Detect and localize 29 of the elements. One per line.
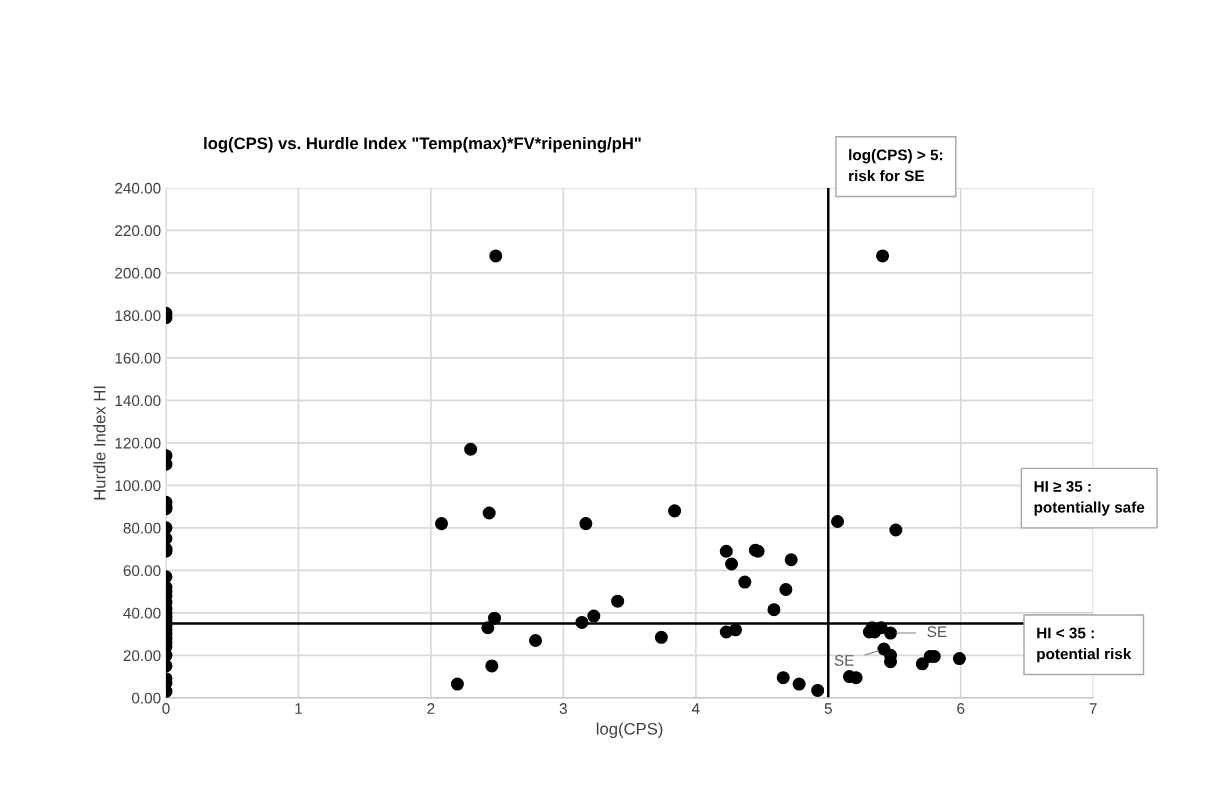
y-tick-label: 60.00 (123, 565, 161, 577)
y-axis-title: Hurdle Index HI (93, 386, 106, 500)
x-tick-label: 7 (1089, 703, 1097, 714)
y-tick-label: 200.00 (115, 267, 161, 279)
y-tick-label: 40.00 (123, 607, 161, 619)
x-axis-title: log(CPS) (596, 722, 663, 739)
y-tick-label: 0.00 (131, 692, 161, 704)
y-tick-label: 100.00 (115, 480, 161, 492)
x-tick-label: 3 (559, 703, 567, 714)
x-tick-label: 2 (427, 703, 435, 714)
annotation: SE (834, 655, 854, 666)
y-tick-label: 160.00 (115, 352, 161, 364)
annotation: SE (927, 626, 947, 638)
y-tick-label: 120.00 (115, 437, 161, 449)
chart-title: log(CPS) vs. Hurdle Index "Temp(max)*FV*ripening/pH" (204, 136, 641, 153)
y-tick-label: 180.00 (115, 310, 161, 322)
y-tick-label: 20.00 (123, 650, 161, 662)
x-tick-label: 0 (162, 703, 170, 714)
text: log(CPS) > 5: risk for SE (849, 149, 943, 182)
x-tick-label: 1 (295, 703, 302, 714)
y-tick-label: 140.00 (115, 395, 161, 407)
annotation: HI < 35 : potential risk (1037, 627, 1132, 663)
x-tick-label: 5 (824, 703, 832, 714)
annotation: HI ≥ 35 : potentially safe (1034, 480, 1145, 516)
x-tick-label: 6 (957, 703, 965, 714)
y-tick-label: 220.00 (115, 225, 161, 237)
x-tick-label: 4 (691, 703, 700, 714)
y-tick-label: 240.00 (115, 182, 161, 194)
y-tick-label: 80.00 (123, 522, 161, 534)
